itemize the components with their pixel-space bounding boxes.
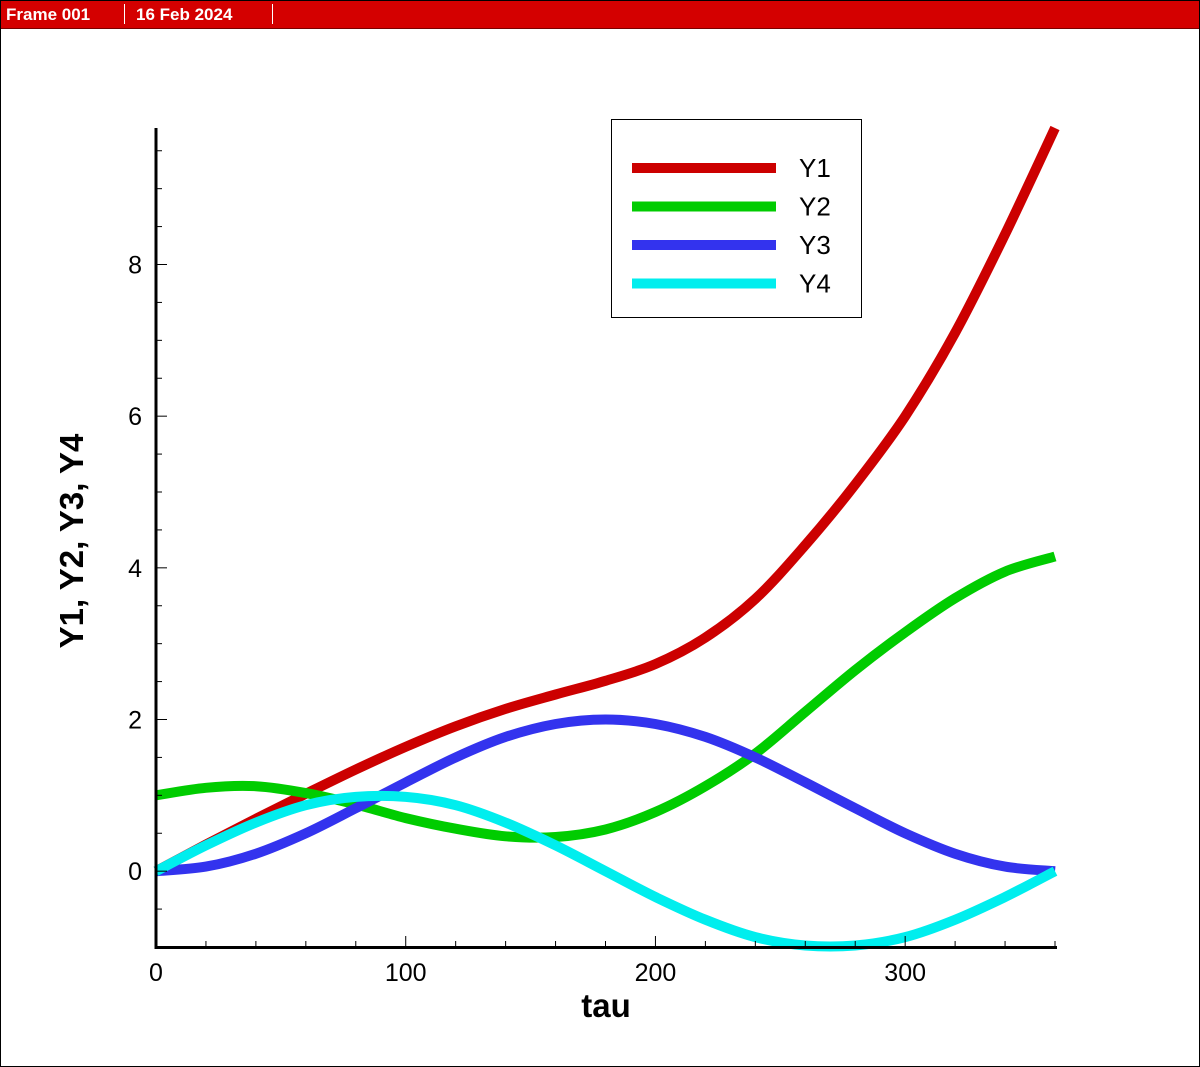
x-tick-label: 200 [635, 959, 677, 987]
header-separator [124, 4, 125, 24]
x-tick-label: 0 [149, 959, 163, 987]
y-axis-title: Y1, Y2, Y3, Y4 [53, 433, 90, 648]
legend: Y1 Y2 Y3 Y4 [611, 119, 862, 318]
y-tick-label: 4 [128, 555, 142, 583]
series-line-y2 [155, 551, 1057, 843]
y-tick-label: 8 [128, 252, 142, 280]
date-label: 16 Feb 2024 [136, 5, 233, 24]
legend-label-y3: Y3 [799, 230, 831, 260]
legend-label-y2: Y2 [799, 192, 831, 222]
ticks-layer: 0 100 200 300 0 2 4 6 8 [128, 150, 1056, 987]
y-tick-label: 2 [128, 707, 142, 735]
legend-label-y1: Y1 [799, 153, 831, 183]
header-separator [272, 4, 273, 24]
y-tick-label: 0 [128, 858, 142, 886]
frame-label: Frame 001 [6, 5, 91, 24]
legend-label-y4: Y4 [799, 269, 831, 299]
series-line-y3 [155, 714, 1056, 877]
y-tick-label: 6 [128, 403, 142, 431]
x-tick-label: 300 [884, 959, 926, 987]
x-axis-title: tau [581, 987, 631, 1024]
x-tick-label: 100 [385, 959, 427, 987]
frame-header-bar: Frame 001 16 Feb 2024 [0, 0, 1200, 29]
